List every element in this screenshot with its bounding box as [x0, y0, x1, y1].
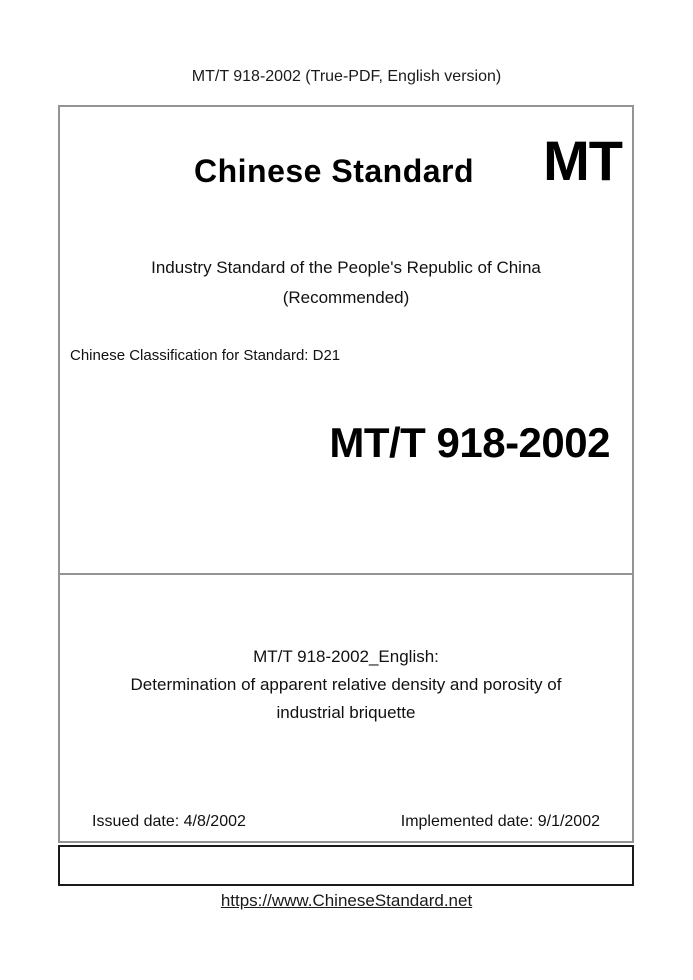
footer: https://www.ChineseStandard.net	[0, 891, 693, 911]
cover-subtitle: Industry Standard of the People's Republ…	[60, 253, 632, 313]
website-link[interactable]: https://www.ChineseStandard.net	[220, 891, 473, 910]
cover-subtitle-line2: (Recommended)	[282, 288, 410, 307]
empty-note-box	[58, 845, 634, 886]
classification-code: Chinese Classification for Standard: D21	[70, 347, 341, 364]
document-header-title: MT/T 918-2002 (True-PDF, English version…	[191, 68, 502, 85]
cover-subtitle-line1: Industry Standard of the People's Republ…	[151, 258, 541, 277]
english-title-line3: industrial briquette	[276, 703, 416, 722]
english-title-line2: Determination of apparent relative densi…	[130, 675, 562, 694]
cover-main-box: Chinese Standard MT Industry Standard of…	[58, 105, 634, 575]
issued-date: Issued date: 4/8/2002	[92, 813, 246, 830]
brand-title: Chinese Standard	[193, 153, 475, 189]
standard-number: MT/T 918-2002	[329, 419, 610, 466]
standard-prefix-logo: MT	[543, 129, 623, 192]
english-title-line1: MT/T 918-2002_English:	[253, 647, 439, 666]
dates-row: Issued date: 4/8/2002 Implemented date: …	[92, 813, 600, 831]
implemented-date: Implemented date: 9/1/2002	[400, 813, 600, 830]
english-title: MT/T 918-2002_English: Determination of …	[60, 643, 632, 727]
english-title-box: MT/T 918-2002_English: Determination of …	[58, 573, 634, 843]
